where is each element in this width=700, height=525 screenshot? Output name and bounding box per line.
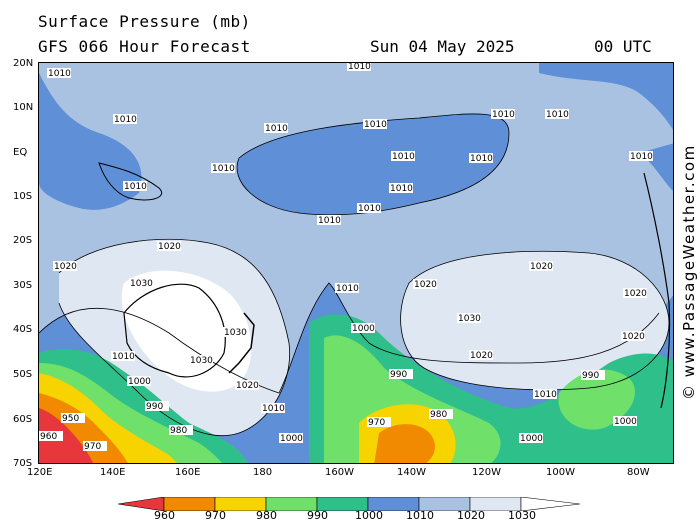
isobar-label: 1020 [470,351,493,361]
band-980-990 [558,369,635,430]
scale-label: 1020 [457,509,485,522]
isobar-label: 1030 [130,279,153,289]
isobar-label: 1010 [534,390,557,400]
isobar-label: 1010 [48,69,71,79]
lon-label: 160E [175,467,201,478]
scale-swatch-above-1030 [520,496,581,512]
isobar-label: 1010 [392,152,415,162]
lat-label: 50S [13,369,33,380]
isobar-label: 1010 [265,124,288,134]
scale-label: 980 [256,509,277,522]
isobar-label: 1000 [280,434,303,444]
lon-label: 180 [253,467,273,478]
lon-label: 120E [27,467,53,478]
new-zealand-coast [228,312,255,374]
isobar-label: 990 [146,402,163,412]
isobar-label: 970 [84,442,101,452]
isobar-label: 1020 [530,262,553,272]
subtitle: GFS 066 Hour Forecast [38,37,251,56]
color-scale [117,496,581,512]
scale-label: 990 [307,509,328,522]
isobar-label: 1030 [224,328,247,338]
band-1000-1010 [39,73,142,210]
isobar-label: 1020 [414,280,437,290]
isobar-label: 1010 [390,184,413,194]
isobar-label: 1000 [614,417,637,427]
lon-label: 100W [546,467,575,478]
isobar-label: 1020 [622,332,645,342]
lon-label: 160W [325,467,354,478]
isobar-label: 1010 [124,182,147,192]
isobar-label: 950 [62,414,79,424]
forecast-date: Sun 04 May 2025 [370,37,515,56]
watermark: © www.PassageWeather.com [680,144,698,400]
forecast-time: 00 UTC [594,37,652,56]
isobar-label: 1010 [114,115,137,125]
isobar-label: 1000 [520,434,543,444]
isobar-label: 1020 [236,381,259,391]
lon-label: 140E [100,467,126,478]
isobar-label: 960 [40,432,57,442]
australia-coast [123,283,226,378]
band-below-960 [39,408,94,463]
isobar-label: 1030 [190,356,213,366]
isobar-label: 1010 [348,63,371,72]
band-1020-1030 [400,251,669,390]
isobar-label: 1010 [358,204,381,214]
isobar-label: 990 [582,371,599,381]
isobar-label: 1020 [54,262,77,272]
lat-label: 30S [13,280,33,291]
lat-label: 60S [13,414,33,425]
lat-label: 10S [13,191,33,202]
lat-label: 70S [13,458,33,469]
lat-label: 20N [13,58,34,69]
south-america-coast [643,172,671,409]
isobar-label: 1010 [318,216,341,226]
isobar-label: 1010 [364,120,387,130]
lat-label: 10N [13,102,34,113]
lon-label: 140W [397,467,426,478]
scale-label: 970 [205,509,226,522]
isobar-label: 990 [390,370,407,380]
band-1000-1010 [237,113,510,215]
isobar-label: 1010 [112,352,135,362]
title: Surface Pressure (mb) [38,12,251,31]
isobar-label: 970 [368,418,385,428]
scale-label: 1000 [355,509,383,522]
isobar-label: 1010 [492,110,515,120]
isobar-label: 1030 [458,314,481,324]
isobar-label: 980 [170,426,187,436]
band-1000-1010 [539,63,673,130]
isobar-label: 1010 [546,110,569,120]
lat-label: 20S [13,235,33,246]
lon-label: 120W [472,467,501,478]
isobar-label: 1020 [624,289,647,299]
isobar-label: 980 [430,410,447,420]
isobar-label: 1010 [630,152,653,162]
isobar-label: 1010 [336,284,359,294]
scale-label: 960 [154,509,175,522]
scale-label: 1030 [508,509,536,522]
pressure-map[interactable]: 1010 1010 1010 1010 1010 1010 1010 1010 … [38,62,674,464]
isobar-label: 1010 [470,154,493,164]
isobar-label: 1010 [212,164,235,174]
lat-label: 40S [13,324,33,335]
scale-label: 1010 [406,509,434,522]
band-960-970 [374,424,436,463]
isobar-label: 1010 [262,404,285,414]
lon-label: 80W [627,467,650,478]
new-guinea-coast [98,162,162,201]
isobar-label: 1000 [352,324,375,334]
lat-label: EQ [13,147,28,158]
isobar-label: 1000 [128,377,151,387]
isobar-label: 1020 [158,242,181,252]
